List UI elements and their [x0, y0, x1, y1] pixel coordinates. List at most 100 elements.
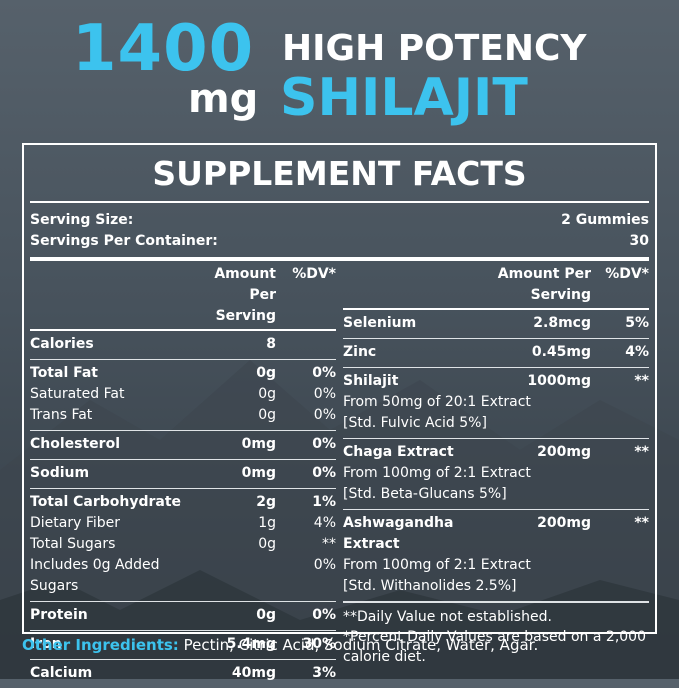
- serving-label: Servings Per Container:: [30, 233, 218, 249]
- header-spacer: [30, 264, 186, 327]
- column-header: Amount Per Serving %DV*: [343, 261, 649, 310]
- nutrient-row: Sodium 0mg 0%: [30, 463, 336, 484]
- nutrient-row: Calories 8: [30, 334, 336, 355]
- nutrient-row: Iron 5.4mg 30%: [30, 634, 336, 655]
- nutrient-amount: 0mg: [241, 465, 276, 481]
- facts-title: SUPPLEMENT FACTS: [30, 145, 649, 203]
- column-header: Amount Per Serving %DV*: [30, 261, 336, 331]
- nutrient-name: Includes 0g Added Sugars: [30, 557, 160, 594]
- nutrient-row: Cholesterol 0mg 0%: [30, 434, 336, 455]
- nutrient-amount: 0g: [258, 407, 276, 423]
- header-spacer: [343, 264, 486, 306]
- nutrient-row: Total Sugars 0g **: [30, 534, 336, 555]
- nutrient-group: Calories 8: [30, 331, 336, 360]
- nutrient-note: From 50mg of 20:1 Extract: [343, 394, 531, 410]
- nutrient-note: From 100mg of 2:1 Extract: [343, 465, 531, 481]
- facts-columns: Amount Per Serving %DV* Calories 8 Total Fat…: [24, 261, 655, 688]
- nutrient-note: [Std. Beta-Glucans 5%]: [343, 486, 507, 502]
- nutrient-amount: 200mg: [537, 444, 591, 460]
- nutrient-dv: 30%: [302, 636, 336, 652]
- nutrient-name: Calories: [30, 336, 94, 352]
- nutrient-group: Total Fat 0g 0% Saturated Fat 0g 0% Trans Fat 0…: [30, 360, 336, 431]
- nutrient-row: Calcium 40mg 3%: [30, 663, 336, 684]
- serving-info: Serving Size: 2 Gummies Servings Per Conta…: [30, 203, 649, 261]
- other-ingredients: Other Ingredients: Pectin, Citric Acid, …: [22, 636, 538, 654]
- nutrient-name: Total Carbohydrate: [30, 494, 182, 510]
- nutrient-group: Zinc 0.45mg 4%: [343, 339, 649, 368]
- nutrient-dv: 0%: [312, 607, 336, 623]
- nutrient-row: Protein 0g 0%: [30, 605, 336, 626]
- nutrient-amount: 0.45mg: [531, 344, 591, 360]
- nutrient-note: From 100mg of 2:1 Extract: [343, 557, 531, 573]
- nutrient-name: Selenium: [343, 315, 417, 331]
- nutrient-group: Chaga Extract 200mg ** From 100mg of 2:1 Ex…: [343, 439, 649, 510]
- nutrient-amount: 40mg: [231, 665, 276, 681]
- nutrient-dv: 0%: [312, 465, 336, 481]
- headline-number: 1400: [72, 12, 255, 86]
- footnote: *Percent Daily Values are based on a 2,0…: [343, 629, 646, 665]
- nutrient-amount: 2.8mcg: [533, 315, 591, 331]
- nutrient-note: [Std. Withanolides 2.5%]: [343, 578, 517, 594]
- nutrient-amount: 0mg: [241, 436, 276, 452]
- nutrient-dv: 0%: [313, 557, 336, 573]
- nutrient-amount: 200mg: [537, 515, 591, 531]
- nutrient-name: Ashwagandha Extract: [343, 515, 454, 552]
- nutrient-dv: **: [634, 373, 649, 389]
- nutrient-name: Total Sugars: [30, 536, 116, 552]
- nutrient-group: Iron 5.4mg 30%: [30, 631, 336, 660]
- nutrient-name: Cholesterol: [30, 436, 120, 452]
- trees: [0, 570, 679, 679]
- nutrient-group: Shilajit 1000mg ** From 50mg of 20:1 Extrac…: [343, 368, 649, 439]
- headline-line1: HIGH POTENCY: [282, 28, 587, 69]
- nutrient-name: Iron: [30, 636, 62, 652]
- nutrient-row: Total Carbohydrate 2g 1%: [30, 492, 336, 513]
- nutrient-name: Trans Fat: [30, 407, 93, 423]
- nutrient-name: Total Fat: [30, 365, 99, 381]
- nutrient-row: Saturated Fat 0g 0%: [30, 384, 336, 405]
- amount-spacer: [186, 555, 276, 597]
- nutrient-group: Total Carbohydrate 2g 1% Dietary Fiber 1g 4% T…: [30, 489, 336, 602]
- nutrient-amount: 0g: [258, 386, 276, 402]
- nutrient-dv: 0%: [313, 386, 336, 402]
- headline-unit: mg: [188, 76, 259, 122]
- headline-line2: SHILAJIT: [280, 68, 528, 128]
- nutrient-row: Ashwagandha Extract 200mg **: [343, 513, 649, 555]
- nutrient-amount: 0g: [256, 607, 276, 623]
- header-amount: Amount Per Serving: [497, 266, 591, 303]
- nutrient-amount: 0g: [258, 536, 276, 552]
- nutrient-name: Saturated Fat: [30, 386, 125, 402]
- ingredients-label: Other Ingredients:: [22, 636, 179, 654]
- nutrient-amount: 1000mg: [527, 373, 591, 389]
- nutrient-dv: **: [322, 536, 336, 552]
- nutrient-dv: 0%: [313, 407, 336, 423]
- serving-label: Serving Size:: [30, 212, 134, 228]
- nutrient-group: Calcium 40mg 3%: [30, 660, 336, 688]
- header-amount: Amount Per Serving: [214, 266, 276, 324]
- nutrient-name: Protein: [30, 607, 88, 623]
- nutrient-amount: 2g: [256, 494, 276, 510]
- header-dv: %DV*: [292, 266, 336, 282]
- header-dv: %DV*: [605, 266, 649, 282]
- ingredients-text: Pectin, Citric Acid, Sodium Citrate, Wat…: [183, 636, 539, 654]
- nutrient-dv: **: [634, 515, 649, 531]
- nutrient-row: Trans Fat 0g 0%: [30, 405, 336, 426]
- left-column: Amount Per Serving %DV* Calories 8 Total Fat…: [30, 261, 336, 688]
- nutrient-dv: 0%: [312, 365, 336, 381]
- serving-row: Servings Per Container: 30: [30, 231, 649, 252]
- nutrient-note: [Std. Fulvic Acid 5%]: [343, 415, 487, 431]
- nutrient-row: Includes 0g Added Sugars 0%: [30, 555, 336, 597]
- nutrient-dv: 5%: [625, 315, 649, 331]
- footnotes: **Daily Value not established. *Percent D…: [343, 602, 649, 667]
- nutrient-group: Sodium 0mg 0%: [30, 460, 336, 489]
- nutrient-group: Ashwagandha Extract 200mg ** From 100mg of …: [343, 510, 649, 602]
- dv-spacer: [276, 334, 336, 355]
- footnote: **Daily Value not established.: [343, 609, 552, 625]
- nutrient-dv: **: [634, 444, 649, 460]
- nutrient-dv: 4%: [313, 515, 336, 531]
- nutrient-name: Zinc: [343, 344, 377, 360]
- nutrient-name: Dietary Fiber: [30, 515, 121, 531]
- nutrient-dv: 4%: [625, 344, 649, 360]
- nutrient-name: Shilajit: [343, 373, 399, 389]
- nutrient-row: Dietary Fiber 1g 4%: [30, 513, 336, 534]
